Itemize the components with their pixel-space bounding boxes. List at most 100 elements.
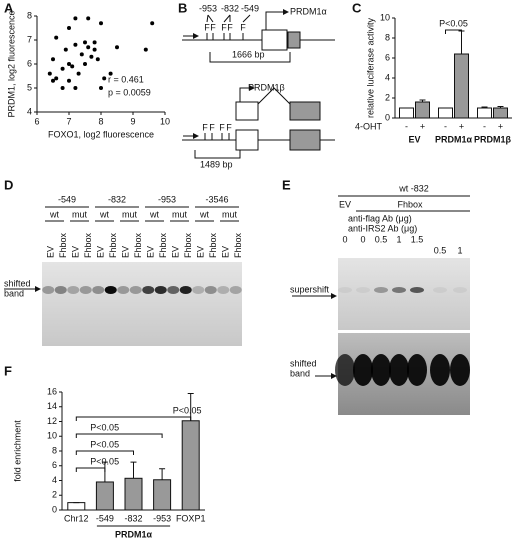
y-tick-label: 8	[52, 445, 57, 455]
bar	[95, 481, 114, 511]
exon	[289, 129, 321, 151]
group-label: -3546	[205, 194, 228, 204]
x-tick-label: PRDM1β	[474, 134, 512, 144]
subgroup-label: mut	[172, 209, 188, 219]
point	[79, 52, 84, 57]
y-tick-label: 0	[385, 112, 390, 122]
length-bracket	[209, 52, 291, 63]
lane-label: Fhbox	[208, 232, 218, 258]
exon	[287, 31, 301, 49]
band-label: band	[4, 288, 24, 298]
point	[108, 71, 113, 76]
y-axis-label: fold enrichment	[12, 420, 22, 482]
subgroup-label: wt	[49, 209, 59, 219]
gene-label: PRDM1α	[290, 6, 327, 16]
point	[70, 64, 75, 69]
band-label: shifted	[290, 358, 317, 368]
point	[60, 86, 65, 90]
header: wt -832	[398, 183, 429, 193]
amount: 0	[360, 234, 365, 244]
lane-label: EV	[196, 246, 206, 258]
row-label: anti-IRS2 Ab (μg)	[348, 223, 417, 233]
point	[102, 76, 107, 81]
site-label: -549	[241, 3, 259, 13]
band-label: band	[290, 368, 310, 378]
point	[99, 21, 103, 26]
legend-label: -	[483, 121, 486, 131]
error-bar	[481, 106, 488, 108]
band	[117, 286, 130, 294]
x-tick-label: -549	[96, 513, 114, 523]
exon	[235, 101, 259, 121]
site-letter: F	[240, 22, 246, 32]
band	[453, 287, 467, 293]
significance-bracket	[75, 450, 134, 455]
lane-label: EV	[121, 246, 131, 258]
point	[83, 40, 87, 45]
site-letter: F	[226, 122, 232, 132]
row-label: 4-OHT	[355, 121, 383, 131]
condition-label: Fhbox	[397, 199, 423, 209]
band	[374, 287, 388, 293]
gel	[338, 258, 470, 330]
error-bar	[497, 106, 504, 108]
annotation: p = 0.0059	[108, 87, 151, 97]
band	[430, 354, 450, 386]
band	[356, 287, 370, 293]
band	[167, 286, 180, 294]
panel-label: A	[4, 0, 14, 15]
site-letter: F	[221, 22, 227, 32]
lane-label: EV	[221, 246, 231, 258]
point	[73, 42, 78, 47]
bar	[415, 101, 430, 119]
bar	[477, 107, 492, 119]
point	[150, 21, 155, 26]
site-letter: F	[210, 22, 216, 32]
band	[67, 286, 80, 294]
band	[407, 354, 427, 386]
y-tick-label: 6	[52, 460, 57, 470]
error-bar	[187, 392, 194, 421]
panel-label: E	[282, 177, 291, 192]
tss-arrow	[265, 9, 289, 30]
band	[229, 286, 242, 294]
x-tick-label: 8	[98, 116, 103, 126]
bar	[124, 477, 143, 511]
y-tick-label: 14	[47, 401, 57, 411]
x-axis-label: FOXO1, log2 fluorescence	[48, 129, 154, 139]
x-tick-label: EV	[408, 134, 420, 144]
amount: 1	[457, 245, 462, 255]
site-label: -953	[199, 3, 217, 13]
band	[392, 287, 406, 293]
site-letter: F	[219, 122, 225, 132]
subgroup-label: mut	[72, 209, 88, 219]
lane-label: Fhbox	[58, 232, 68, 258]
group-label: PRDM1α	[115, 529, 153, 539]
x-tick-label: Chr12	[64, 513, 89, 523]
lane-label: Fhbox	[133, 232, 143, 258]
y-tick-label: 6	[27, 58, 32, 68]
band	[154, 286, 167, 294]
y-axis-label: PRDM1, log2 fluorescence	[6, 10, 16, 117]
y-tick-label: 4	[52, 475, 57, 485]
x-tick-label: -953	[153, 513, 171, 523]
point	[92, 40, 97, 45]
point	[54, 76, 59, 81]
point	[89, 54, 94, 59]
significance-bracket	[75, 416, 192, 421]
legend-label: -	[444, 121, 447, 131]
lane-label: Fhbox	[233, 232, 243, 258]
point	[143, 47, 148, 52]
annotation: P<0.05	[90, 456, 119, 466]
site-letter: F	[227, 22, 233, 32]
band	[129, 286, 142, 294]
annotation: P<0.05	[90, 439, 119, 449]
point	[67, 62, 71, 66]
point	[51, 78, 55, 83]
x-tick-label: 10	[160, 116, 170, 126]
length-bracket	[194, 150, 241, 159]
group-label: -832	[108, 194, 126, 204]
y-tick-label: 8	[385, 32, 390, 42]
y-tick-label: 8	[27, 10, 32, 20]
subgroup-label: wt	[149, 209, 159, 219]
